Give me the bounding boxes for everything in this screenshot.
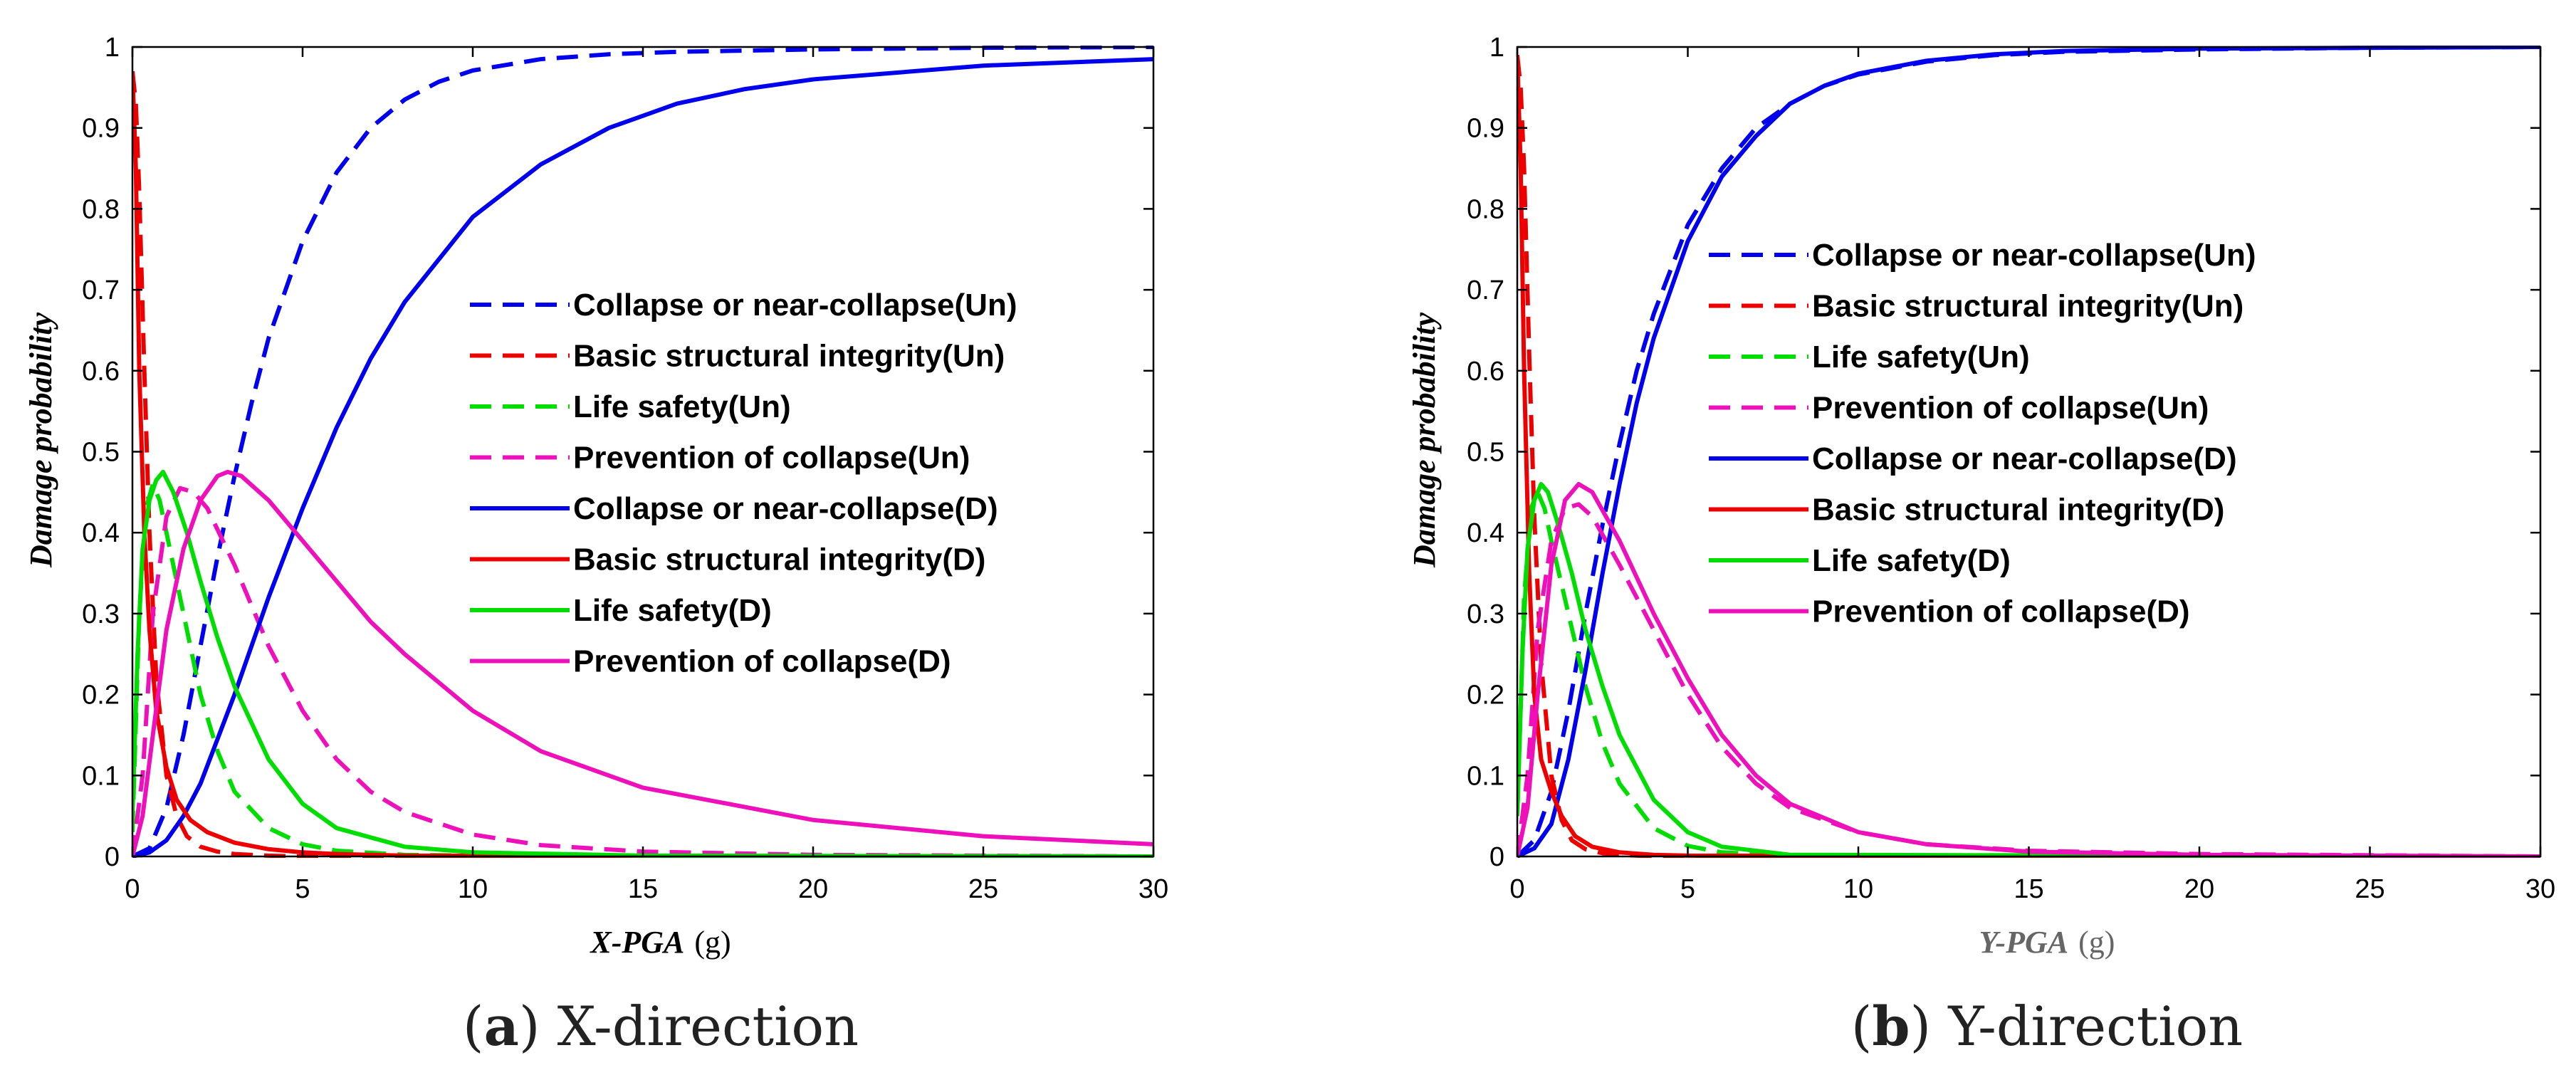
legend-label: Prevention of collapse(Un) (1812, 391, 2209, 426)
y-tick-label: 0.7 (1467, 276, 1504, 305)
series-line-8 (132, 469, 1153, 857)
y-tick-label: 0.5 (82, 438, 120, 468)
y-tick-label: 0.8 (82, 194, 120, 224)
panel-caption-text: X-direction (557, 995, 859, 1058)
x-tick-label: 15 (628, 874, 658, 904)
x-tick-label: 30 (1138, 874, 1168, 904)
y-tick-label: 1 (1489, 33, 1504, 63)
series-line-1 (1517, 46, 2540, 858)
y-tick-label: 0.5 (1467, 438, 1504, 468)
panel-caption-close: ) (1910, 995, 1949, 1058)
legend: Collapse or near-collapse(Un) Basic struc… (1709, 238, 2256, 629)
y-tick-label: 0.3 (82, 599, 120, 629)
y-tick-label: 0.1 (82, 761, 120, 791)
y-tick-label: 0.2 (1467, 681, 1504, 710)
x-tick-label: 20 (2184, 874, 2214, 904)
series-line-6 (1517, 55, 2540, 858)
legend-label: Basic structural integrity(D) (573, 542, 985, 577)
legend-label: Basic structural integrity(D) (1812, 493, 2224, 528)
legend-label: Prevention of collapse(Un) (573, 441, 970, 476)
y-tick-label: 0 (1489, 842, 1504, 872)
y-tick-label: 0.4 (1467, 518, 1504, 548)
x-tick-label: 15 (2014, 874, 2043, 904)
legend-label: Basic structural integrity(Un) (1812, 289, 2243, 324)
series-group (1517, 46, 2540, 858)
series-line-1 (132, 46, 1153, 858)
x-axis-label-unit: (g) (694, 925, 731, 960)
y-tick-label: 0.9 (1467, 114, 1504, 144)
x-tick-label: 10 (458, 874, 488, 904)
y-axis-label: Damage probability (23, 312, 58, 568)
series-line-5 (132, 57, 1153, 858)
x-axis-label: Y-PGA (g) (1979, 925, 2115, 960)
x-axis-label-unit: (g) (2078, 925, 2115, 960)
plot-area (132, 47, 1153, 856)
y-tick-label: 0.6 (1467, 357, 1504, 387)
series-line-8 (1517, 482, 2540, 858)
y-tick-label: 0.6 (82, 357, 120, 387)
x-axis-label-main: Y-PGA (1979, 925, 2069, 960)
legend-label: Collapse or near-collapse(D) (1812, 441, 2237, 476)
y-tick-label: 1 (105, 33, 120, 63)
y-tick-label: 0.3 (1467, 599, 1504, 629)
panel-y-direction: Damage probability Y-PGA (g) (b) Y-direc… (1407, 33, 2555, 1058)
series-line-7 (132, 469, 1153, 858)
series-line-4 (132, 486, 1153, 858)
x-tick-label: 30 (2525, 874, 2555, 904)
series-line-5 (1517, 46, 2540, 858)
y-tick-label: 0 (105, 842, 120, 872)
legend-label: Life safety(D) (573, 593, 772, 628)
x-axis-label: X-PGA (g) (589, 925, 731, 960)
series-line-7 (1517, 482, 2540, 858)
panel-caption: (b) Y-direction (1851, 995, 2243, 1058)
legend-label: Prevention of collapse(D) (1812, 594, 2190, 629)
legend-label: Life safety(D) (1812, 543, 2011, 578)
legend-label: Basic structural integrity(Un) (573, 339, 1005, 374)
panel-caption: (a) X-direction (463, 995, 859, 1058)
panel-caption-text: Y-direction (1947, 995, 2243, 1058)
panel-caption-letter: a (484, 995, 519, 1058)
y-tick-label: 0.7 (82, 276, 120, 305)
x-tick-label: 5 (295, 874, 310, 904)
y-tick-label: 0.9 (82, 114, 120, 144)
y-tick-label: 0.4 (82, 518, 120, 548)
legend: Collapse or near-collapse(Un) Basic struc… (470, 288, 1017, 679)
y-tick-label: 0.2 (82, 681, 120, 710)
panel-caption-letter: b (1872, 995, 1910, 1058)
legend-label: Collapse or near-collapse(D) (573, 491, 998, 526)
plot-area (1517, 47, 2540, 856)
legend-label: Collapse or near-collapse(Un) (573, 288, 1017, 322)
x-tick-label: 10 (1843, 874, 1873, 904)
panel-caption-open: ( (1851, 995, 1873, 1058)
legend-label: Collapse or near-collapse(Un) (1812, 238, 2256, 273)
x-tick-label: 25 (968, 874, 998, 904)
legend-label: Life safety(Un) (573, 389, 791, 424)
legend-label: Life safety(Un) (1812, 340, 2030, 374)
panel-caption-close: ) (519, 995, 557, 1058)
y-tick-label: 0.8 (1467, 194, 1504, 224)
y-tick-label: 0.1 (1467, 761, 1504, 791)
y-axis-label: Damage probability (1407, 312, 1442, 568)
x-axis-label-main: X-PGA (589, 925, 684, 960)
legend-label: Prevention of collapse(D) (573, 644, 951, 679)
series-group (132, 46, 1153, 858)
series-line-2 (132, 70, 1153, 858)
x-tick-label: 0 (125, 874, 140, 904)
x-tick-label: 5 (1680, 874, 1695, 904)
series-line-2 (1517, 55, 2540, 858)
panel-caption-open: ( (463, 995, 484, 1058)
x-tick-label: 20 (798, 874, 828, 904)
panel-x-direction: Damage probability X-PGA (g) (a) X-direc… (23, 33, 1168, 1058)
x-tick-label: 25 (2355, 874, 2384, 904)
x-tick-label: 0 (1509, 874, 1524, 904)
